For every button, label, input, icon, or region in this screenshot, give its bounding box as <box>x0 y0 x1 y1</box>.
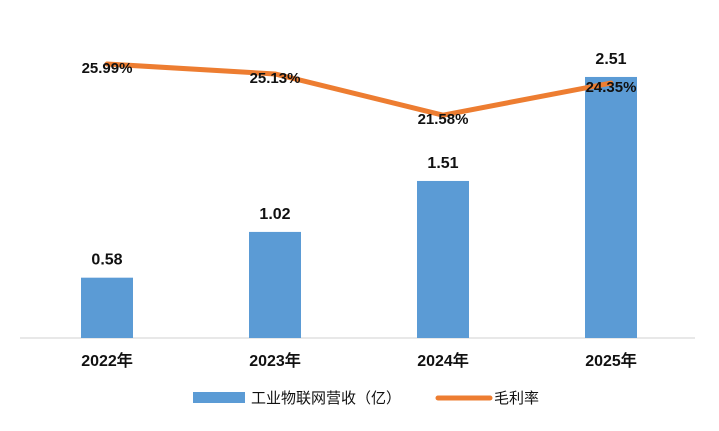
bar-value-label: 1.02 <box>259 206 290 223</box>
x-tick-label: 2024年 <box>417 351 469 370</box>
bar-value-label: 0.58 <box>91 252 122 269</box>
bar-2024年 <box>417 180 469 338</box>
line-value-labels: 25.99% 25.13% 21.58% 24.35% <box>82 60 637 128</box>
line-value-label: 21.58% <box>418 111 469 128</box>
bar-2022年 <box>81 277 133 338</box>
bar-series <box>81 76 637 339</box>
line-value-label: 25.99% <box>82 60 133 77</box>
x-tick-label: 2025年 <box>585 351 637 370</box>
x-tick-labels: 2022年 2023年 2024年 2025年 <box>81 351 637 370</box>
legend-label-bar: 工业物联网营收（亿） <box>251 390 401 407</box>
bar-2023年 <box>249 231 301 338</box>
bar-value-label: 1.51 <box>427 155 458 172</box>
legend: 工业物联网营收（亿） 毛利率 <box>193 390 539 407</box>
legend-swatch-bar <box>193 392 245 403</box>
x-tick-label: 2022年 <box>81 351 133 370</box>
legend-label-line: 毛利率 <box>494 390 539 407</box>
margin-line <box>104 61 614 118</box>
line-value-label: 25.13% <box>250 70 301 87</box>
bar-value-label: 2.51 <box>595 51 626 68</box>
line-value-label: 24.35% <box>586 79 637 96</box>
bar-value-labels: 0.58 1.02 1.51 2.51 <box>91 51 626 269</box>
x-tick-label: 2023年 <box>249 351 301 370</box>
bar-2025年 <box>585 76 637 339</box>
